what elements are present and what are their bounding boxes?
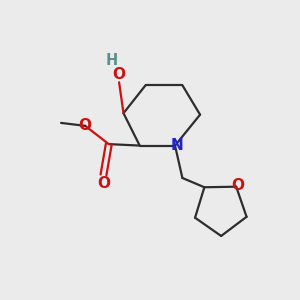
Text: O: O: [231, 178, 244, 193]
Text: O: O: [78, 118, 91, 133]
Text: O: O: [97, 176, 110, 191]
Text: N: N: [170, 138, 183, 153]
Text: O: O: [112, 67, 125, 82]
Text: H: H: [106, 53, 118, 68]
